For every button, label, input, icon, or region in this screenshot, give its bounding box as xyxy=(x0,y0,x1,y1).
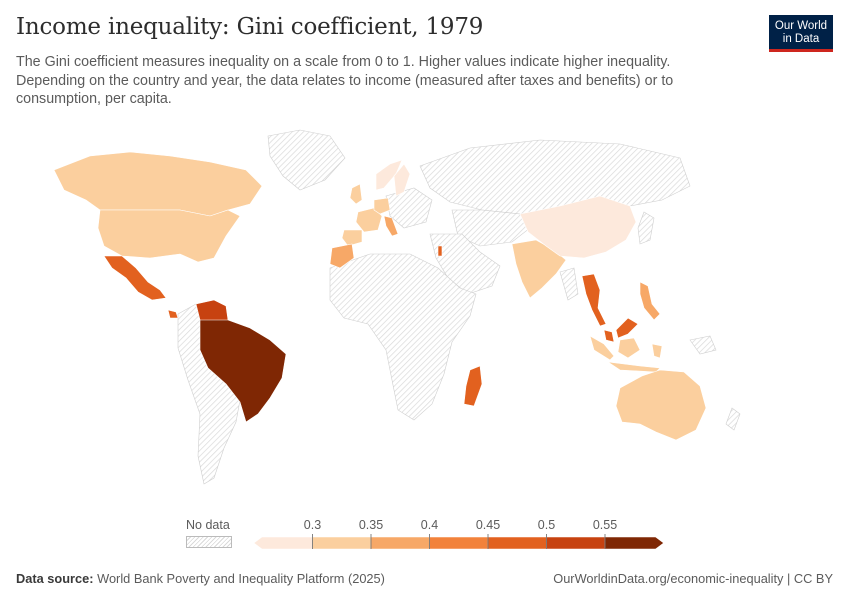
country-costa-rica[interactable]: Costa Rica xyxy=(167,309,179,319)
region-middle-east-no-data xyxy=(429,233,501,295)
data-source-label: Data source: xyxy=(16,571,94,586)
legend-bin-2[interactable] xyxy=(370,536,430,550)
country-thailand[interactable]: Thailand xyxy=(581,273,607,327)
country-madagascar[interactable]: Madagascar xyxy=(463,365,483,407)
country-united-kingdom[interactable]: United Kingdom xyxy=(349,183,363,205)
source-url[interactable]: OurWorldinData.org/economic-inequality |… xyxy=(553,571,833,586)
legend-bin-3[interactable] xyxy=(429,536,489,550)
country-sweden[interactable]: Sweden xyxy=(393,163,411,197)
data-source-text: World Bank Poverty and Inequality Platfo… xyxy=(97,571,385,586)
country-united-states[interactable]: United States xyxy=(97,209,241,263)
country-philippines[interactable]: Philippines xyxy=(639,281,661,321)
legend-tick-label: 0.35 xyxy=(358,518,384,532)
legend-tick-label: 0.55 xyxy=(592,518,618,532)
country-germany[interactable]: Germany xyxy=(373,197,391,215)
legend-tick-label: 0.5 xyxy=(537,518,556,532)
region-southeast-asia-rest-no-data xyxy=(559,267,579,301)
legend-bin-0[interactable] xyxy=(253,536,313,550)
legend-no-data-label: No data xyxy=(186,518,230,532)
chart-title: Income inequality: Gini coefficient, 197… xyxy=(16,14,484,40)
country-italy[interactable]: Italy xyxy=(383,215,399,237)
legend-bin-6[interactable] xyxy=(604,536,664,550)
logo-line-2: in Data xyxy=(782,33,820,45)
country-morocco[interactable]: Morocco xyxy=(329,243,355,269)
country-canada[interactable]: Canada xyxy=(53,151,263,217)
country-spain[interactable]: Spain xyxy=(341,229,363,247)
country-indonesia[interactable]: Indonesia xyxy=(589,335,663,373)
legend-bin-1[interactable] xyxy=(312,536,372,550)
legend-color-bar xyxy=(253,534,664,550)
legend-tick-label: 0.3 xyxy=(303,518,322,532)
country-malaysia[interactable]: Malaysia xyxy=(603,317,639,343)
region-japan-no-data xyxy=(637,211,655,245)
data-source: Data source: World Bank Poverty and Ineq… xyxy=(16,571,385,586)
country-china[interactable]: China xyxy=(519,195,637,259)
logo-line-1: Our World xyxy=(774,20,828,32)
region-greenland-no-data xyxy=(267,129,346,191)
region-africa-no-data xyxy=(329,253,477,421)
region-russia-no-data xyxy=(419,139,691,219)
world-map: CanadaUnited StatesMexicoCosta RicaVenez… xyxy=(53,129,741,485)
legend-tick-label: 0.45 xyxy=(475,518,501,532)
region-new-zealand-no-data xyxy=(725,407,741,431)
region-east-europe-no-data xyxy=(385,187,433,229)
country-australia[interactable]: Australia xyxy=(615,369,707,441)
legend-bin-5[interactable] xyxy=(546,536,606,550)
legend-tick-label: 0.4 xyxy=(420,518,439,532)
owid-logo[interactable]: Our World in Data xyxy=(769,15,833,52)
country-brazil[interactable]: Brazil xyxy=(199,319,287,423)
legend-no-data-swatch xyxy=(186,536,232,548)
legend-bin-4[interactable] xyxy=(487,536,547,550)
chart-subtitle: The Gini coefficient measures inequality… xyxy=(16,54,674,107)
region-png-no-data xyxy=(689,335,717,355)
country-mexico[interactable]: Mexico xyxy=(103,255,167,301)
country-israel[interactable]: Israel xyxy=(437,245,443,257)
